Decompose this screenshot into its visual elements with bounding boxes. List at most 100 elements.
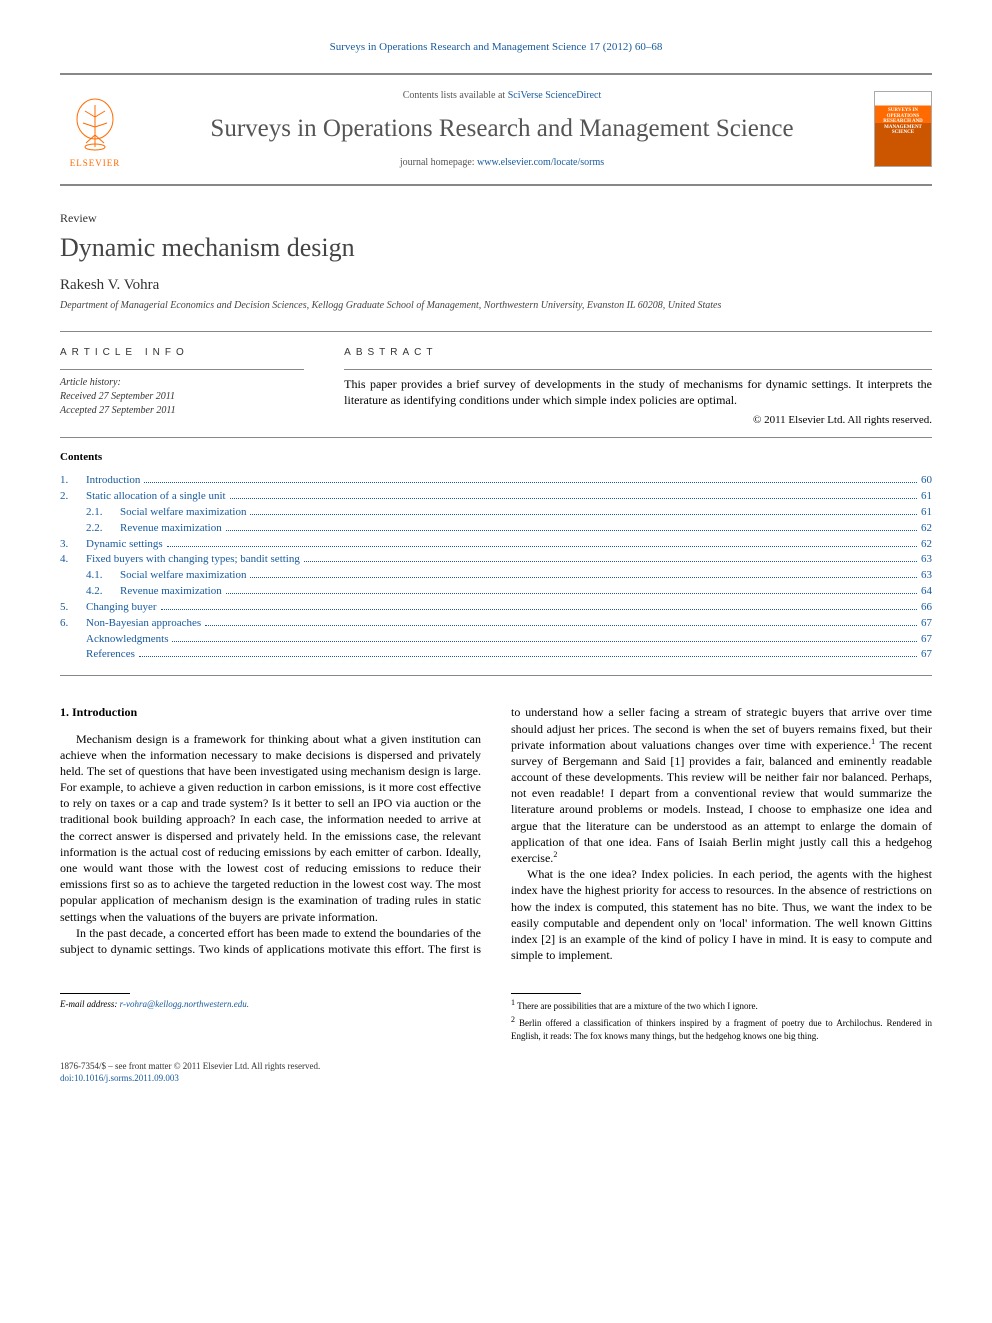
toc-row[interactable]: 4.1.Social welfare maximization63	[60, 568, 932, 583]
toc-title: Social welfare maximization	[120, 568, 246, 583]
email-link[interactable]: r-vohra@kellogg.northwestern.edu.	[120, 999, 249, 1009]
elsevier-logo: ELSEVIER	[60, 89, 130, 169]
cover-thumb-title: SURVEYS IN OPERATIONS RESEARCH AND MANAG…	[877, 106, 929, 136]
toc-leader-dots	[304, 561, 917, 562]
elsevier-tree-icon	[70, 97, 120, 155]
sciencedirect-link[interactable]: SciVerse ScienceDirect	[508, 90, 602, 101]
toc-num: 1.	[60, 473, 86, 488]
toc-row[interactable]: Acknowledgments67	[60, 632, 932, 647]
section-1-heading: 1. Introduction	[60, 704, 481, 720]
cover-thumb-top	[877, 94, 929, 106]
article-info-column: ARTICLE INFO Article history: Received 2…	[60, 346, 304, 428]
footnote-ref-2[interactable]: 2	[553, 850, 557, 859]
doi-line: doi:10.1016/j.sorms.2011.09.003	[60, 1072, 932, 1084]
footnote-left: E-mail address: r-vohra@kellogg.northwes…	[60, 993, 481, 1010]
homepage-line: journal homepage: www.elsevier.com/locat…	[150, 156, 854, 170]
elsevier-label: ELSEVIER	[70, 157, 121, 169]
body-paragraph: Mechanism design is a framework for thin…	[60, 731, 481, 925]
toc-leader-dots	[161, 609, 917, 610]
toc-num: 2.	[60, 489, 86, 504]
toc-num: 2.1.	[86, 505, 120, 520]
toc-page: 63	[921, 552, 932, 567]
toc-leader-dots	[167, 546, 917, 547]
toc-page: 64	[921, 584, 932, 599]
toc-num: 5.	[60, 600, 86, 615]
toc-leader-dots	[226, 530, 917, 531]
footnote-rule	[511, 993, 581, 994]
toc-title: Static allocation of a single unit	[86, 489, 226, 504]
toc-row[interactable]: 4.Fixed buyers with changing types; band…	[60, 552, 932, 567]
journal-title: Surveys in Operations Research and Manag…	[150, 112, 854, 146]
footnote-2: 2 Berlin offered a classification of thi…	[511, 1015, 932, 1041]
abstract-text: This paper provides a brief survey of de…	[344, 376, 932, 408]
contents-available-line: Contents lists available at SciVerse Sci…	[150, 89, 854, 103]
toc-row[interactable]: 2.Static allocation of a single unit 61	[60, 489, 932, 504]
author-name: Rakesh V. Vohra	[60, 275, 932, 295]
author-affiliation: Department of Managerial Economics and D…	[60, 299, 932, 313]
toc-num: 2.2.	[86, 521, 120, 536]
toc-leader-dots	[144, 482, 917, 483]
masthead: ELSEVIER Contents lists available at Sci…	[60, 73, 932, 186]
toc-leader-dots	[250, 514, 917, 515]
toc-row[interactable]: 2.2.Revenue maximization 62	[60, 521, 932, 536]
doi-link[interactable]: doi:10.1016/j.sorms.2011.09.003	[60, 1073, 179, 1083]
article-history: Article history: Received 27 September 2…	[60, 376, 304, 418]
toc-row[interactable]: 2.1.Social welfare maximization61	[60, 505, 932, 520]
toc-leader-dots	[139, 656, 917, 657]
toc-leader-dots	[226, 593, 917, 594]
toc-page: 61	[921, 505, 932, 520]
toc-num: 4.	[60, 552, 86, 567]
toc-leader-dots	[172, 641, 917, 642]
toc-title: Fixed buyers with changing types; bandit…	[86, 552, 300, 567]
toc-page: 67	[921, 647, 932, 662]
footnote-right: 1 There are possibilities that are a mix…	[511, 993, 932, 1041]
toc-page: 62	[921, 521, 932, 536]
toc-title: Revenue maximization	[120, 521, 222, 536]
journal-cover-thumb: SURVEYS IN OPERATIONS RESEARCH AND MANAG…	[874, 91, 932, 167]
abstract-header: ABSTRACT	[344, 346, 932, 360]
footnote-1-text: There are possibilities that are a mixtu…	[517, 1001, 758, 1011]
article-info-header: ARTICLE INFO	[60, 346, 304, 360]
history-accepted: Accepted 27 September 2011	[60, 404, 304, 418]
homepage-link[interactable]: www.elsevier.com/locate/sorms	[477, 157, 604, 168]
email-label: E-mail address:	[60, 999, 117, 1009]
article-title: Dynamic mechanism design	[60, 230, 932, 265]
contents-block: Contents 1.Introduction602.Static alloca…	[60, 444, 932, 676]
toc-page: 61	[921, 489, 932, 504]
body-columns: 1. Introduction Mechanism design is a fr…	[60, 704, 932, 963]
toc-title: Acknowledgments	[86, 632, 168, 647]
toc-num: 3.	[60, 537, 86, 552]
homepage-prefix: journal homepage:	[400, 157, 477, 168]
issn-line: 1876-7354/$ – see front matter © 2011 El…	[60, 1060, 932, 1072]
email-line: E-mail address: r-vohra@kellogg.northwes…	[60, 998, 481, 1010]
toc-title: References	[86, 647, 135, 662]
toc-row[interactable]: 3.Dynamic settings62	[60, 537, 932, 552]
abstract-column: ABSTRACT This paper provides a brief sur…	[344, 346, 932, 428]
toc-row[interactable]: References 67	[60, 647, 932, 662]
divider	[60, 369, 304, 370]
toc-leader-dots	[205, 625, 917, 626]
toc-row[interactable]: 4.2.Revenue maximization 64	[60, 584, 932, 599]
toc-title: Non-Bayesian approaches	[86, 616, 201, 631]
toc-title: Introduction	[86, 473, 140, 488]
toc-title: Revenue maximization	[120, 584, 222, 599]
toc-page: 66	[921, 600, 932, 615]
toc-row[interactable]: 5.Changing buyer66	[60, 600, 932, 615]
article-head: Review Dynamic mechanism design Rakesh V…	[60, 210, 932, 313]
toc-num: 4.2.	[86, 584, 120, 599]
header-citation: Surveys in Operations Research and Manag…	[60, 40, 932, 55]
history-label: Article history:	[60, 376, 304, 390]
toc-row[interactable]: 1.Introduction60	[60, 473, 932, 488]
footnote-2-text: Berlin offered a classification of think…	[511, 1018, 932, 1040]
toc-page: 63	[921, 568, 932, 583]
abstract-copyright: © 2011 Elsevier Ltd. All rights reserved…	[344, 413, 932, 428]
toc-row[interactable]: 6.Non-Bayesian approaches67	[60, 616, 932, 631]
contents-prefix: Contents lists available at	[403, 90, 508, 101]
history-received: Received 27 September 2011	[60, 390, 304, 404]
toc-leader-dots	[250, 577, 917, 578]
toc-page: 67	[921, 616, 932, 631]
table-of-contents: 1.Introduction602.Static allocation of a…	[60, 473, 932, 662]
body-paragraph: What is the one idea? Index policies. In…	[511, 866, 932, 963]
body-text: The recent survey of Bergemann and Said …	[511, 738, 932, 865]
toc-leader-dots	[230, 498, 917, 499]
